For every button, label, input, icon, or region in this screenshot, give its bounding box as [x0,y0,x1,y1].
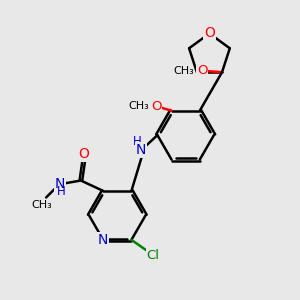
Text: O: O [78,147,89,161]
Text: H: H [57,185,66,198]
Text: CH₃: CH₃ [173,66,194,76]
Text: O: O [151,100,161,113]
Text: H: H [133,135,142,148]
Text: N: N [98,233,108,247]
Text: CH₃: CH₃ [128,101,148,111]
Text: O: O [197,64,207,77]
Text: CH₃: CH₃ [31,200,52,210]
Text: N: N [55,176,65,190]
Text: O: O [204,26,215,40]
Text: N: N [136,143,146,157]
Text: Cl: Cl [147,249,160,262]
